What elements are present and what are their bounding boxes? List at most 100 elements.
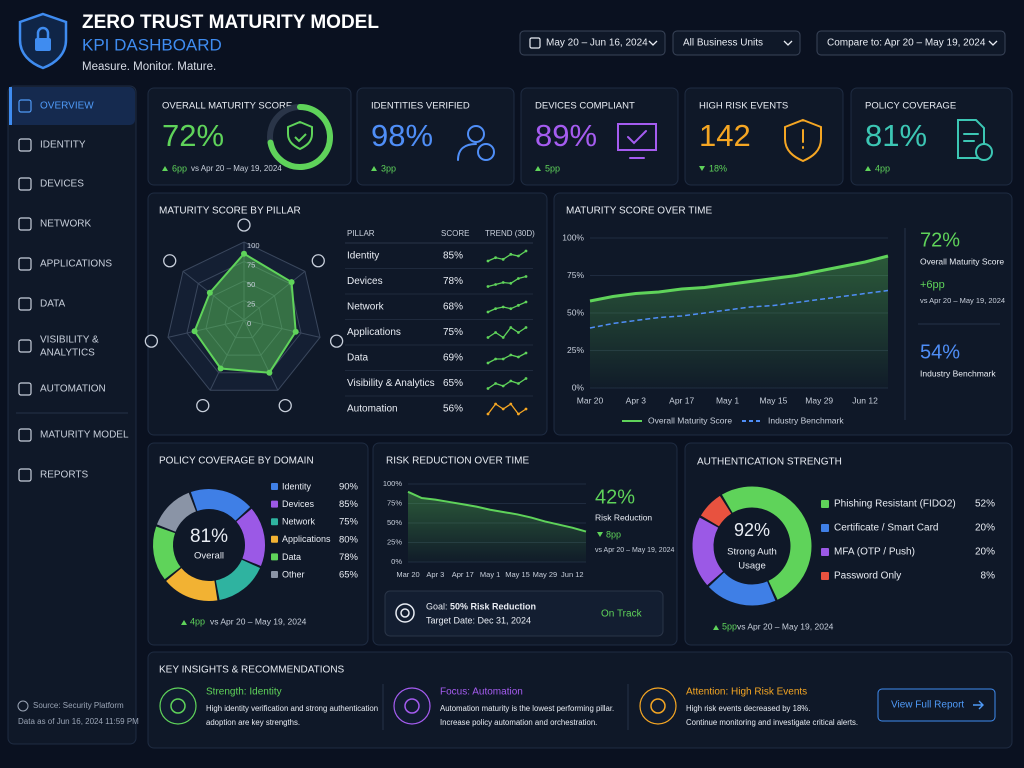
check-badge bbox=[477, 143, 495, 161]
kpi-value: 72% bbox=[162, 118, 224, 153]
legend-value: 85% bbox=[339, 499, 359, 510]
title: ZERO TRUST MATURITY MODEL bbox=[82, 12, 379, 33]
nav-item: ANALYTICS bbox=[40, 348, 95, 359]
insight-text: Increase policy automation and orchestra… bbox=[440, 718, 597, 727]
goal-date: Target Date: Dec 31, 2024 bbox=[426, 615, 531, 625]
legend-label: Applications bbox=[282, 534, 331, 544]
delta-arrow bbox=[699, 166, 705, 171]
center-value: 81% bbox=[190, 526, 228, 547]
line-series bbox=[589, 254, 889, 303]
panel-title: MATURITY SCORE BY PILLAR bbox=[159, 206, 301, 217]
donut-segment bbox=[721, 486, 812, 600]
nav-icon bbox=[18, 428, 32, 442]
radar-point bbox=[217, 365, 224, 372]
nav-icon bbox=[18, 138, 32, 152]
view-report-button[interactable] bbox=[877, 688, 996, 722]
legend-swatch bbox=[821, 500, 829, 508]
radar-point bbox=[288, 279, 295, 286]
insight-glyph bbox=[404, 698, 420, 714]
calendar-icon bbox=[529, 37, 541, 49]
insight-text: Continue monitoring and investigate crit… bbox=[686, 718, 858, 727]
delta-arrow bbox=[865, 166, 871, 171]
y-tick-label: 50% bbox=[567, 307, 584, 317]
radar-point bbox=[292, 328, 299, 335]
chevron bbox=[783, 40, 793, 46]
delta: 8pp bbox=[606, 529, 621, 539]
y-tick-label: 0% bbox=[391, 557, 402, 566]
sparkline-dot bbox=[509, 326, 513, 329]
sparkline-dot bbox=[486, 259, 490, 263]
sparkline-dot bbox=[494, 256, 497, 260]
y-tick-label: 25% bbox=[387, 537, 402, 546]
filter-dropdown[interactable] bbox=[816, 30, 1006, 56]
legend-label: Identity bbox=[282, 481, 312, 491]
delta: 4pp bbox=[190, 616, 205, 626]
summary-value: 54% bbox=[920, 341, 960, 363]
legend-swatch bbox=[271, 518, 278, 526]
x-tick-label: May 15 bbox=[759, 395, 787, 405]
nav-icon bbox=[18, 99, 32, 113]
delta-arrow bbox=[181, 620, 187, 625]
x-tick-label: May 1 bbox=[716, 395, 739, 405]
panel-title: RISK REDUCTION OVER TIME bbox=[386, 456, 529, 467]
gauge-arc bbox=[267, 104, 333, 170]
filter-dropdown[interactable] bbox=[519, 30, 666, 56]
kpi-title: OVERALL MATURITY SCORE bbox=[162, 101, 292, 112]
donut-segment bbox=[692, 517, 724, 586]
kpi-value: 98% bbox=[371, 118, 433, 153]
radar-ring bbox=[205, 280, 283, 356]
kpi-delta: 4pp bbox=[875, 163, 890, 173]
legend-value: 90% bbox=[339, 482, 359, 493]
sparkline bbox=[487, 326, 527, 339]
kpi-card bbox=[520, 87, 679, 186]
sparkline-dot bbox=[524, 377, 528, 380]
headline-label: Risk Reduction bbox=[595, 512, 652, 522]
line-series bbox=[407, 490, 587, 533]
filter-label: Compare to: Apr 20 – May 19, 2024 bbox=[827, 38, 986, 49]
radar-tick-label: 50 bbox=[247, 280, 255, 289]
button-label: View Full Report bbox=[891, 700, 964, 711]
line-series bbox=[589, 289, 889, 329]
sparkline-dot bbox=[509, 353, 513, 357]
filter-label: All Business Units bbox=[683, 38, 763, 49]
sparkline-dot bbox=[509, 402, 513, 406]
y-tick-label: 100% bbox=[562, 232, 584, 242]
nav-item: DEVICES bbox=[40, 179, 84, 190]
sparkline-dot bbox=[494, 331, 497, 334]
sparkline-dot bbox=[494, 402, 497, 406]
x-tick-label: Jun 12 bbox=[561, 570, 584, 579]
sparkline-dot bbox=[501, 407, 505, 411]
legend-swatch bbox=[821, 572, 829, 580]
delta-arrow bbox=[371, 166, 377, 171]
nav-icon bbox=[18, 382, 32, 396]
delta-arrow bbox=[162, 166, 168, 171]
pillar-icon bbox=[311, 254, 325, 268]
sparkline-dot bbox=[501, 305, 505, 309]
insight-text: adoption are key strengths. bbox=[206, 718, 300, 727]
kpi-delta: 6pp bbox=[172, 163, 187, 173]
legend-swatch bbox=[821, 524, 829, 532]
donut-segment bbox=[700, 495, 732, 527]
goal-label: Goal: bbox=[426, 601, 448, 611]
sparkline-dot bbox=[486, 412, 490, 416]
column-header: TREND (30D) bbox=[485, 229, 535, 238]
kpi-title: DEVICES COMPLIANT bbox=[535, 101, 635, 112]
filter-dropdown[interactable] bbox=[672, 30, 801, 56]
radar-spoke bbox=[243, 270, 306, 321]
legend-value: 78% bbox=[339, 552, 359, 563]
legend-label: Network bbox=[282, 517, 316, 527]
delta-arrow bbox=[535, 166, 541, 171]
legend-label: Certificate / Smart Card bbox=[834, 523, 938, 534]
pillar-name: Applications bbox=[347, 327, 401, 338]
donut-segment bbox=[166, 567, 218, 601]
nav-item: DATA bbox=[40, 299, 66, 310]
sparkline-dot bbox=[524, 351, 528, 355]
y-tick-label: 75% bbox=[387, 498, 402, 507]
donut-segment bbox=[153, 526, 181, 580]
nav-item: VISIBILITY & bbox=[40, 335, 99, 346]
insight-glyph bbox=[170, 698, 186, 714]
insight-glyph bbox=[650, 698, 666, 714]
nav-icon bbox=[18, 339, 32, 353]
pillar-icon bbox=[237, 218, 251, 232]
